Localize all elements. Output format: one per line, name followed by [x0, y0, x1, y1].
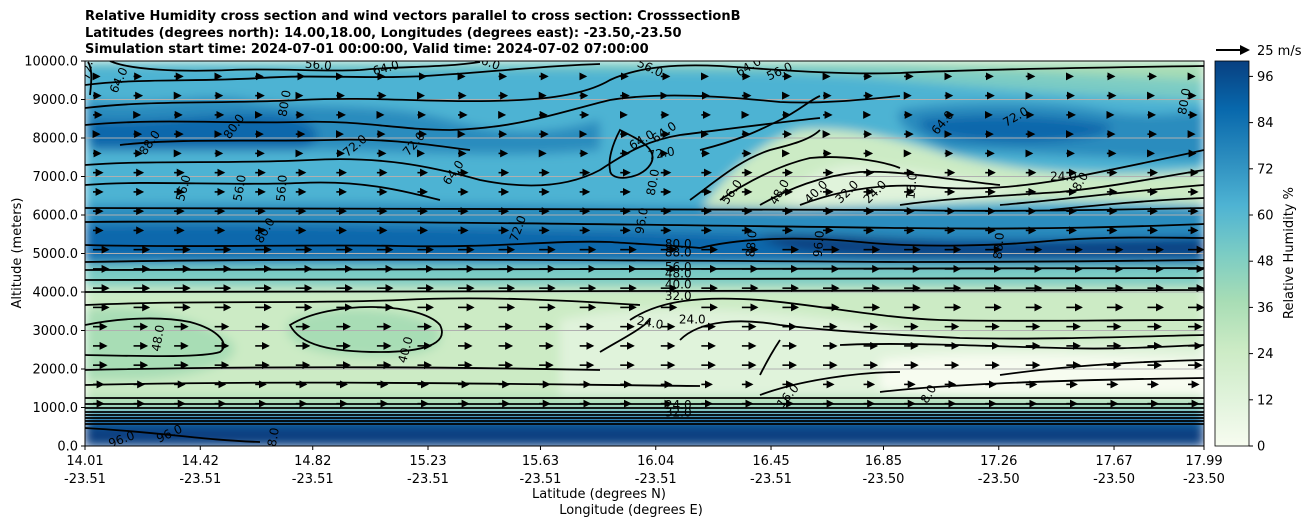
colorbar: 0 12 24 36 48 60 72 84 96 Relative Humidity %	[1214, 60, 1297, 455]
contour-label: 80.0	[1175, 87, 1193, 116]
y-tick-label: 10000.0	[24, 55, 78, 70]
chart-title-line-1: Relative Humidity cross section and wind…	[85, 9, 741, 24]
contour-label: 88.0	[743, 230, 759, 258]
colorbar-tick-label: 96	[1257, 70, 1274, 85]
x-tick-label-lon: -23.51	[750, 472, 792, 487]
contour-label: 56.0	[472, 51, 502, 73]
contour-label: 56.0	[304, 57, 332, 73]
contour-label: 80.0	[644, 168, 662, 197]
x-tick-label-lon: -23.51	[635, 472, 677, 487]
x-tick-label-lon: -23.50	[978, 472, 1020, 487]
y-tick-label: 2000.0	[33, 363, 79, 378]
x-tick-label-lon: -23.51	[407, 472, 449, 487]
x-tick-label-lon: -23.51	[292, 472, 334, 487]
x-tick-label-lat: 17.99	[1185, 454, 1222, 469]
colorbar-tick-label: 36	[1257, 301, 1274, 316]
contour-label: 24.0	[1050, 170, 1077, 184]
x-axis-label-latitude: Latitude (degrees N)	[532, 487, 666, 502]
contour-label: 72.0	[647, 144, 676, 162]
x-tick-label-lat: 16.04	[637, 454, 674, 469]
quiver-key-label: 25 m/s	[1257, 44, 1302, 59]
y-tick-label: 5000.0	[33, 247, 79, 262]
colorbar-tick-label: 12	[1257, 393, 1274, 408]
y-tick-label: 7000.0	[33, 170, 79, 185]
chart-title-line-3: Simulation start time: 2024-07-01 00:00:…	[85, 42, 649, 57]
y-tick-label: 8000.0	[33, 132, 79, 147]
contour-label: 32.0	[665, 289, 692, 303]
contour-label: 24.0	[636, 314, 665, 332]
contour-label: 56.0	[274, 174, 290, 202]
contour-label: 32.0	[665, 406, 692, 420]
y-tick-label: 0.0	[57, 440, 78, 455]
x-tick-label-lon: -23.51	[64, 472, 106, 487]
y-tick-label: 1000.0	[33, 401, 79, 416]
x-tick-label-lat: 14.82	[294, 454, 331, 469]
x-tick-label-lat: 17.26	[980, 454, 1017, 469]
colorbar-gradient	[1214, 60, 1250, 447]
x-axis: 14.01 -23.51 14.42 -23.51 14.82 -23.51 15.23 -2…	[64, 446, 1225, 487]
y-tick-label: 9000.0	[33, 93, 79, 108]
contour-label: 24.0	[665, 398, 692, 412]
y-axis: 0.0 1000.0 2000.0 3000.0 4000.0 5000.0 6000.0 7…	[24, 55, 85, 455]
x-tick-label-lat: 15.23	[409, 454, 446, 469]
colorbar-tick-label: 0	[1257, 440, 1265, 455]
contour-label: 88.0	[665, 245, 692, 259]
y-tick-label: 6000.0	[33, 209, 79, 224]
y-tick-label: 4000.0	[33, 286, 79, 301]
colorbar-ticks: 0 12 24 36 48 60 72 84 96	[1249, 70, 1274, 455]
contour-label: 48.0	[149, 324, 167, 353]
x-tick-label-lon: -23.51	[179, 472, 221, 487]
x-tick-label-lat: 14.01	[66, 454, 103, 469]
contour-label: 24.0	[679, 313, 706, 327]
x-tick-label-lat: 14.42	[182, 454, 219, 469]
contour-labels: 72.0 64.056.0 64.0 56.0 56.0 64.0 56.080.080.0…	[85, 51, 1194, 448]
contour-label: 56.0	[665, 260, 692, 274]
x-tick-label-lon: -23.50	[863, 472, 905, 487]
colorbar-tick-label: 48	[1257, 255, 1274, 270]
colorbar-label: Relative Humidity %	[1282, 187, 1297, 319]
colorbar-tick-label: 60	[1257, 209, 1274, 224]
colorbar-tick-label: 24	[1257, 347, 1274, 362]
x-tick-label-lat: 16.45	[752, 454, 789, 469]
contour-label: 56.0	[230, 174, 248, 203]
colorbar-tick-label: 84	[1257, 116, 1274, 131]
colorbar-tick-label: 72	[1257, 162, 1274, 177]
x-tick-label-lat: 16.85	[865, 454, 902, 469]
x-tick-label-lon: -23.50	[1183, 472, 1225, 487]
contour-label: 88.0	[991, 232, 1007, 260]
contour-label: 8.0	[265, 427, 282, 448]
x-tick-label-lat: 17.67	[1095, 454, 1132, 469]
contour-label: 16.0	[903, 172, 919, 200]
x-tick-label-lon: -23.51	[520, 472, 562, 487]
contour-label: 96.0	[632, 206, 650, 235]
contour-label: 56.0	[173, 173, 193, 202]
contour-label: 80.0	[665, 237, 692, 251]
chart-title-line-2: Latitudes (degrees north): 14.00,18.00, …	[85, 26, 682, 41]
contour-label: 80.0	[275, 89, 293, 118]
quiver-key: 25 m/s	[1216, 44, 1302, 59]
contour-label: 40.0	[665, 277, 692, 291]
x-axis-label-longitude: Longitude (degrees E)	[559, 503, 703, 518]
contour-label: 96.0	[811, 230, 827, 258]
humidity-field: 72.0 64.056.0 64.0 56.0 56.0 64.0 56.080.080.0…	[85, 51, 1204, 448]
contour-label: 40.0	[395, 335, 415, 364]
y-axis-label: Altitude (meters)	[10, 198, 25, 309]
contour-label: 48.0	[665, 267, 692, 281]
x-tick-label-lat: 15.63	[522, 454, 559, 469]
x-tick-label-lon: -23.50	[1093, 472, 1135, 487]
wind-vectors	[92, 72, 1204, 408]
y-tick-label: 3000.0	[33, 324, 79, 339]
